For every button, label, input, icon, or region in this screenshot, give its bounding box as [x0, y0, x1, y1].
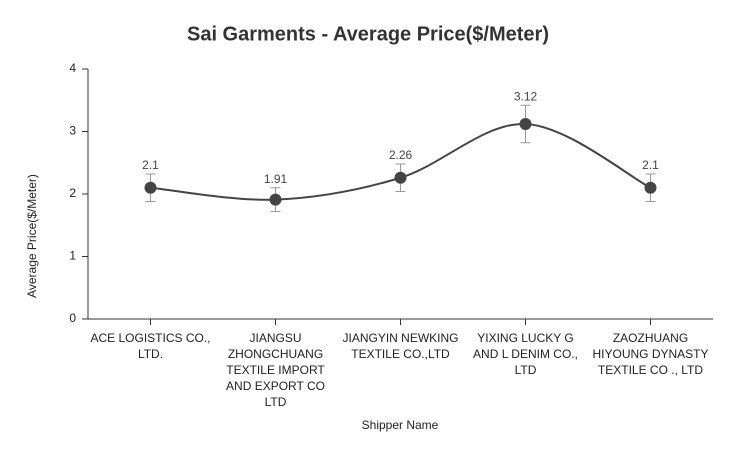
point — [269, 193, 282, 206]
y-axis-title: Average Price($/Meter) — [25, 174, 39, 298]
y-tick-label: 2 — [69, 186, 76, 200]
point — [519, 118, 532, 130]
y-tick-label: 3 — [69, 124, 76, 138]
x-tick-label: JIANGSU ZHONGCHUANG TEXTILE IMPORT AND E… — [226, 331, 325, 409]
data-label: 2.26 — [389, 148, 413, 162]
data-label: 1.91 — [264, 172, 288, 186]
data-label: 2.1 — [142, 158, 159, 172]
x-tick-label: ACE LOGISTICS CO., LTD. — [90, 331, 211, 361]
y-tick-label: 0 — [69, 311, 76, 325]
point — [644, 181, 657, 194]
x-tick-label: JIANGYIN NEWKING TEXTILE CO.,LTD — [342, 331, 459, 361]
y-tick-label: 1 — [69, 249, 76, 263]
point — [394, 171, 407, 184]
chart-title: Sai Garments - Average Price($/Meter) — [187, 23, 549, 45]
x-axis-title: Shipper Name — [362, 418, 439, 432]
y-tick-label: 4 — [69, 61, 76, 75]
data-label: 3.12 — [514, 89, 538, 103]
x-tick-label: ZAOZHUANG HIYOUNG DYNASTY TEXTILE CO ., … — [592, 331, 709, 377]
x-tick-label: YIXING LUCKY G AND L DENIM CO., LTD — [473, 331, 578, 377]
data-label: 2.1 — [642, 158, 659, 172]
point — [144, 181, 157, 194]
